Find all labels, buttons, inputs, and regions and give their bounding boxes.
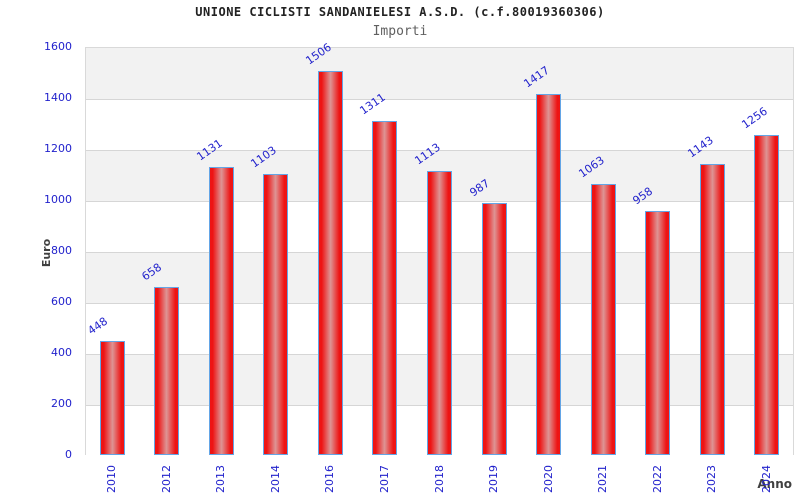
x-axis-title: Anno [757, 477, 792, 491]
x-tick-label: 2017 [377, 465, 391, 493]
plot-area [85, 47, 794, 456]
bar [372, 120, 398, 455]
bar [317, 70, 343, 455]
y-tick-label: 1400 [44, 91, 72, 104]
y-tick-label: 400 [51, 346, 72, 359]
y-tick-label: 1000 [44, 193, 72, 206]
x-tick-label: 2024 [759, 465, 773, 493]
bar [427, 171, 452, 455]
chart-title: UNIONE CICLISTI SANDANIELESI A.S.D. (c.f… [195, 5, 605, 19]
x-tick-label: 2010 [105, 465, 119, 493]
chart-subtitle: Importi [372, 24, 428, 39]
y-tick-label: 200 [51, 397, 72, 410]
x-tick-label: 2012 [159, 465, 173, 493]
bar [754, 134, 780, 455]
plot-band [86, 99, 793, 150]
x-tick-label: 2021 [596, 465, 610, 493]
bar [208, 166, 234, 455]
x-tick-label: 2016 [323, 465, 337, 493]
bar [99, 340, 125, 455]
x-tick-label: 2013 [214, 465, 228, 493]
bar [536, 93, 562, 455]
y-tick-label: 1600 [44, 40, 72, 53]
bar [263, 173, 289, 455]
x-tick-label: 2023 [705, 465, 719, 493]
y-tick-label: 800 [51, 244, 72, 257]
x-tick-label: 2020 [541, 465, 555, 493]
bar [590, 183, 616, 455]
bar [645, 210, 671, 455]
gridline [86, 99, 793, 100]
gridline [86, 150, 793, 151]
bar [699, 163, 725, 455]
y-tick-label: 0 [65, 448, 72, 461]
x-tick-label: 2014 [268, 465, 282, 493]
x-tick-label: 2018 [432, 465, 446, 493]
y-tick-label: 1200 [44, 142, 72, 155]
x-tick-label: 2019 [487, 465, 501, 493]
y-tick-label: 600 [51, 295, 72, 308]
bar [481, 203, 507, 455]
x-tick-label: 2022 [650, 465, 664, 493]
plot-band [86, 48, 793, 99]
bar [154, 287, 180, 455]
